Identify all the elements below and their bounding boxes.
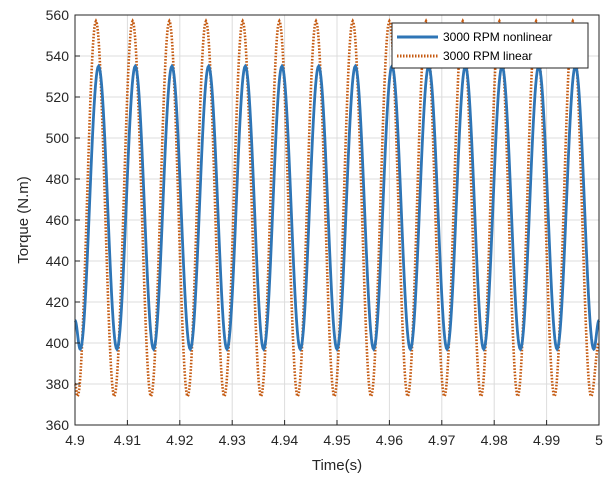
- series-line-nonlinear: [74, 63, 600, 352]
- x-tick-label: 4.95: [323, 432, 350, 448]
- x-tick-label: 4.96: [376, 432, 403, 448]
- y-tick-label: 520: [46, 89, 70, 105]
- x-tick-label: 4.94: [271, 432, 298, 448]
- y-axis-label: Torque (N.m): [15, 176, 32, 264]
- y-tick-label: 440: [46, 253, 70, 269]
- y-tick-label: 560: [46, 7, 70, 23]
- y-tick-label: 360: [46, 417, 70, 433]
- y-tick-label: 480: [46, 171, 70, 187]
- y-tick-label: 460: [46, 212, 70, 228]
- x-tick-label: 4.97: [428, 432, 455, 448]
- y-tick-label: 540: [46, 48, 70, 64]
- x-tick-label: 4.99: [533, 432, 560, 448]
- x-tick-label: 4.98: [481, 432, 508, 448]
- y-axis-ticks: 360 380 400 420 440 460 480 500 520 540 560: [46, 7, 80, 433]
- x-tick-label: 4.9: [65, 432, 85, 448]
- x-tick-label: 4.92: [166, 432, 193, 448]
- legend-box: [391, 22, 589, 69]
- x-axis-label: Time(s): [312, 457, 362, 474]
- x-tick-label: 4.91: [114, 432, 141, 448]
- x-axis-ticks: 4.9 4.91 4.92 4.93 4.94 4.95 4.96 4.97 4.98 4.99 5: [65, 420, 603, 448]
- series-layer: [74, 18, 600, 400]
- x-tick-label: 4.93: [219, 432, 246, 448]
- y-tick-label: 400: [46, 335, 70, 351]
- y-tick-label: 380: [46, 376, 70, 392]
- x-tick-label: 5: [595, 432, 603, 448]
- y-tick-label: 420: [46, 294, 70, 310]
- legend-label-nonlinear: 3000 RPM nonlinear: [443, 30, 552, 44]
- legend-label-linear: 3000 RPM linear: [443, 49, 532, 63]
- y-tick-label: 500: [46, 130, 70, 146]
- legend: 3000 RPM nonlinear 3000 RPM linear: [391, 22, 589, 69]
